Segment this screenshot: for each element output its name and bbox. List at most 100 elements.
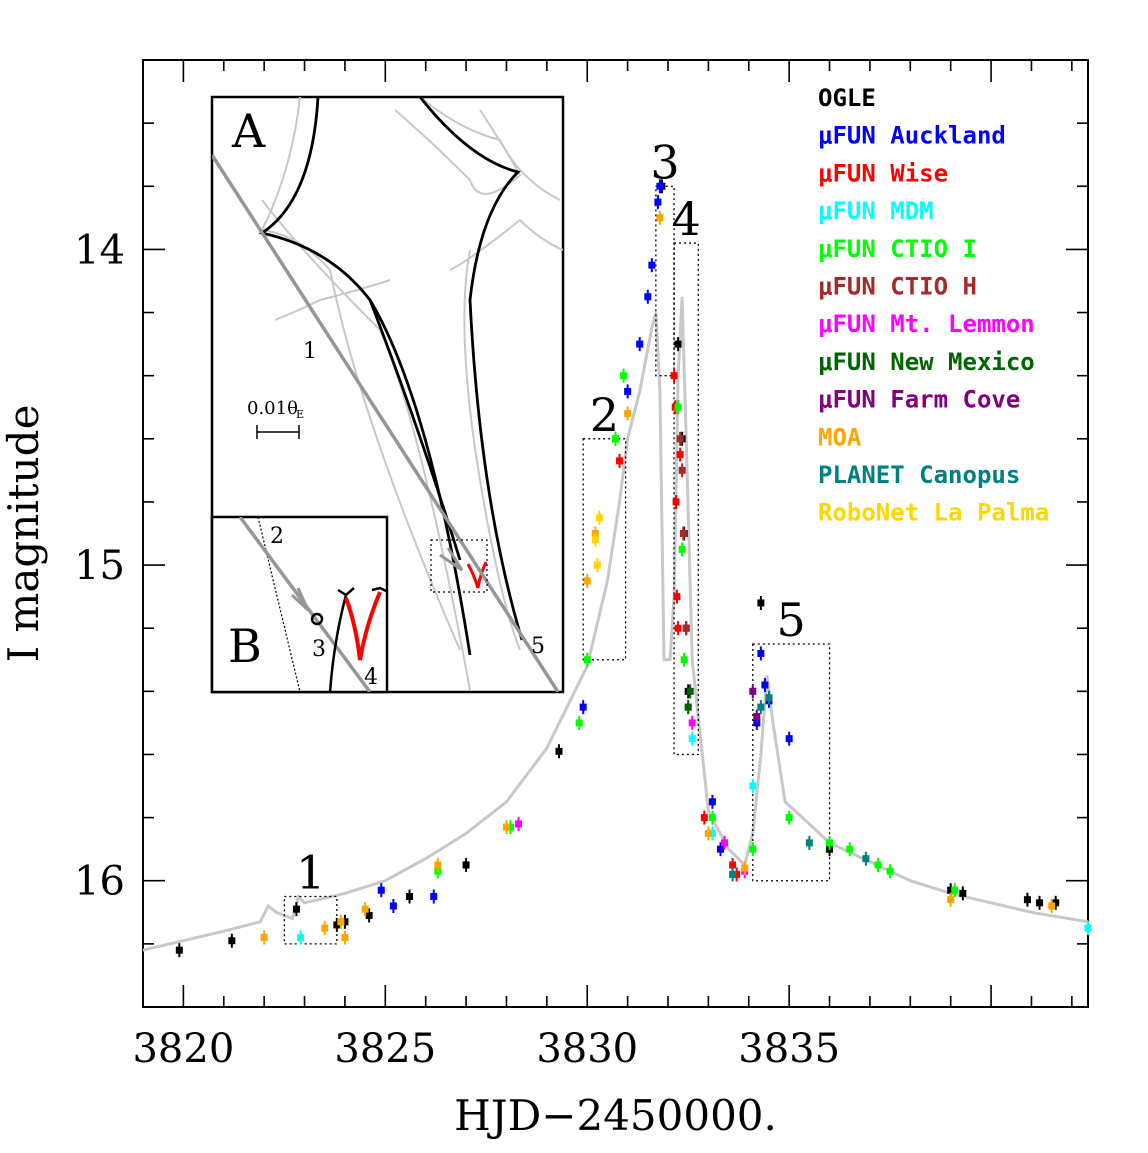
series--fun-ctio-h — [676, 431, 690, 636]
data-point — [430, 893, 438, 901]
data-point — [721, 839, 729, 847]
legend-entry: PLANET Canopus — [818, 461, 1020, 489]
data-point — [656, 214, 664, 222]
data-point — [686, 687, 694, 695]
legend-entry: μFUN Auckland — [818, 122, 1006, 150]
data-point — [406, 893, 414, 901]
data-point — [1084, 924, 1092, 932]
data-point — [297, 934, 304, 942]
inset-b-label: B — [228, 619, 262, 673]
source-marker — [310, 612, 324, 626]
data-point — [389, 902, 397, 910]
series-robonet-la-palma — [591, 510, 603, 573]
data-point — [679, 530, 687, 537]
inset-b-cusp — [337, 586, 387, 597]
data-point — [377, 886, 385, 894]
data-point — [753, 713, 761, 721]
data-point — [688, 719, 696, 727]
data-point — [583, 577, 591, 585]
data-point — [676, 451, 684, 459]
data-point — [579, 703, 587, 711]
inset-a-caustics — [212, 97, 563, 692]
data-point — [717, 845, 724, 853]
caustic-red — [466, 561, 488, 589]
x-tick-label: 3820 — [132, 1026, 234, 1072]
inset-b-point-label: 3 — [312, 637, 326, 662]
data-point — [757, 703, 765, 711]
data-point — [337, 918, 345, 926]
data-point — [648, 261, 656, 269]
data-point — [700, 814, 708, 822]
inset-a-point-label: 5 — [531, 634, 545, 659]
data-point — [785, 735, 793, 743]
data-point — [826, 839, 834, 847]
data-point — [708, 829, 716, 837]
data-point — [684, 703, 692, 711]
data-point — [515, 820, 523, 828]
data-point — [341, 918, 349, 926]
data-point — [678, 545, 686, 553]
caustic-grey — [463, 249, 521, 651]
legend-entry: RoboNet La Palma — [818, 499, 1049, 527]
data-point — [729, 870, 737, 878]
data-point — [1048, 902, 1056, 910]
data-point — [575, 719, 583, 727]
inset-a-point-label: 1 — [303, 339, 317, 364]
data-point — [680, 656, 688, 664]
data-point — [673, 593, 681, 601]
caustic-grey — [419, 97, 561, 201]
data-point — [321, 924, 329, 932]
data-point — [656, 182, 664, 190]
annotation-label-2: 2 — [590, 388, 619, 442]
y-tick-label: 15 — [74, 543, 125, 589]
inset-b-frame — [210, 515, 389, 694]
legend-entry: μFUN Mt. Lemmon — [818, 310, 1035, 338]
data-point — [365, 911, 373, 919]
inset-b-dotted-line — [257, 517, 301, 692]
inset-b-caustic-red — [344, 591, 382, 661]
data-point — [674, 624, 682, 632]
data-point — [175, 946, 183, 954]
data-point — [862, 855, 870, 863]
data-point — [672, 498, 680, 506]
series--fun-new-mexico — [684, 684, 694, 715]
data-point — [708, 814, 716, 822]
data-point — [624, 387, 632, 395]
annotation-label-4: 4 — [672, 192, 701, 246]
annotation-label-1: 1 — [296, 846, 325, 900]
x-tick-label: 3830 — [536, 1026, 638, 1072]
data-point — [947, 886, 955, 894]
caustic-grey — [260, 97, 461, 651]
data-point — [1052, 899, 1060, 907]
data-point — [228, 937, 236, 945]
inset-b-point-label: 2 — [270, 524, 284, 549]
scale-bar-subscript: E — [296, 408, 304, 421]
data-point — [886, 867, 894, 875]
data-point — [333, 921, 341, 929]
data-point — [507, 823, 514, 831]
legend-entry: OGLE — [818, 84, 876, 112]
data-point — [947, 896, 955, 904]
data-point — [682, 624, 690, 632]
data-point — [805, 839, 813, 847]
data-point — [1036, 899, 1044, 907]
legend-entry: μFUN CTIO H — [818, 273, 977, 301]
data-point — [874, 861, 882, 869]
data-point — [674, 340, 682, 348]
data-point — [678, 466, 686, 474]
data-point — [434, 861, 442, 869]
data-point — [761, 681, 769, 689]
data-point — [733, 870, 741, 878]
scale-bar-label: 0.01θ — [247, 398, 298, 419]
data-point — [644, 293, 652, 301]
data-point — [757, 649, 765, 657]
series-planet-canopus — [729, 690, 870, 882]
data-point — [620, 372, 628, 380]
source-trajectory — [212, 154, 560, 692]
legend-entry: μFUN Wise — [818, 159, 948, 187]
inset-b-arrow-icon — [290, 587, 310, 612]
data-point — [674, 403, 682, 411]
legend-entry: μFUN CTIO I — [818, 235, 977, 263]
